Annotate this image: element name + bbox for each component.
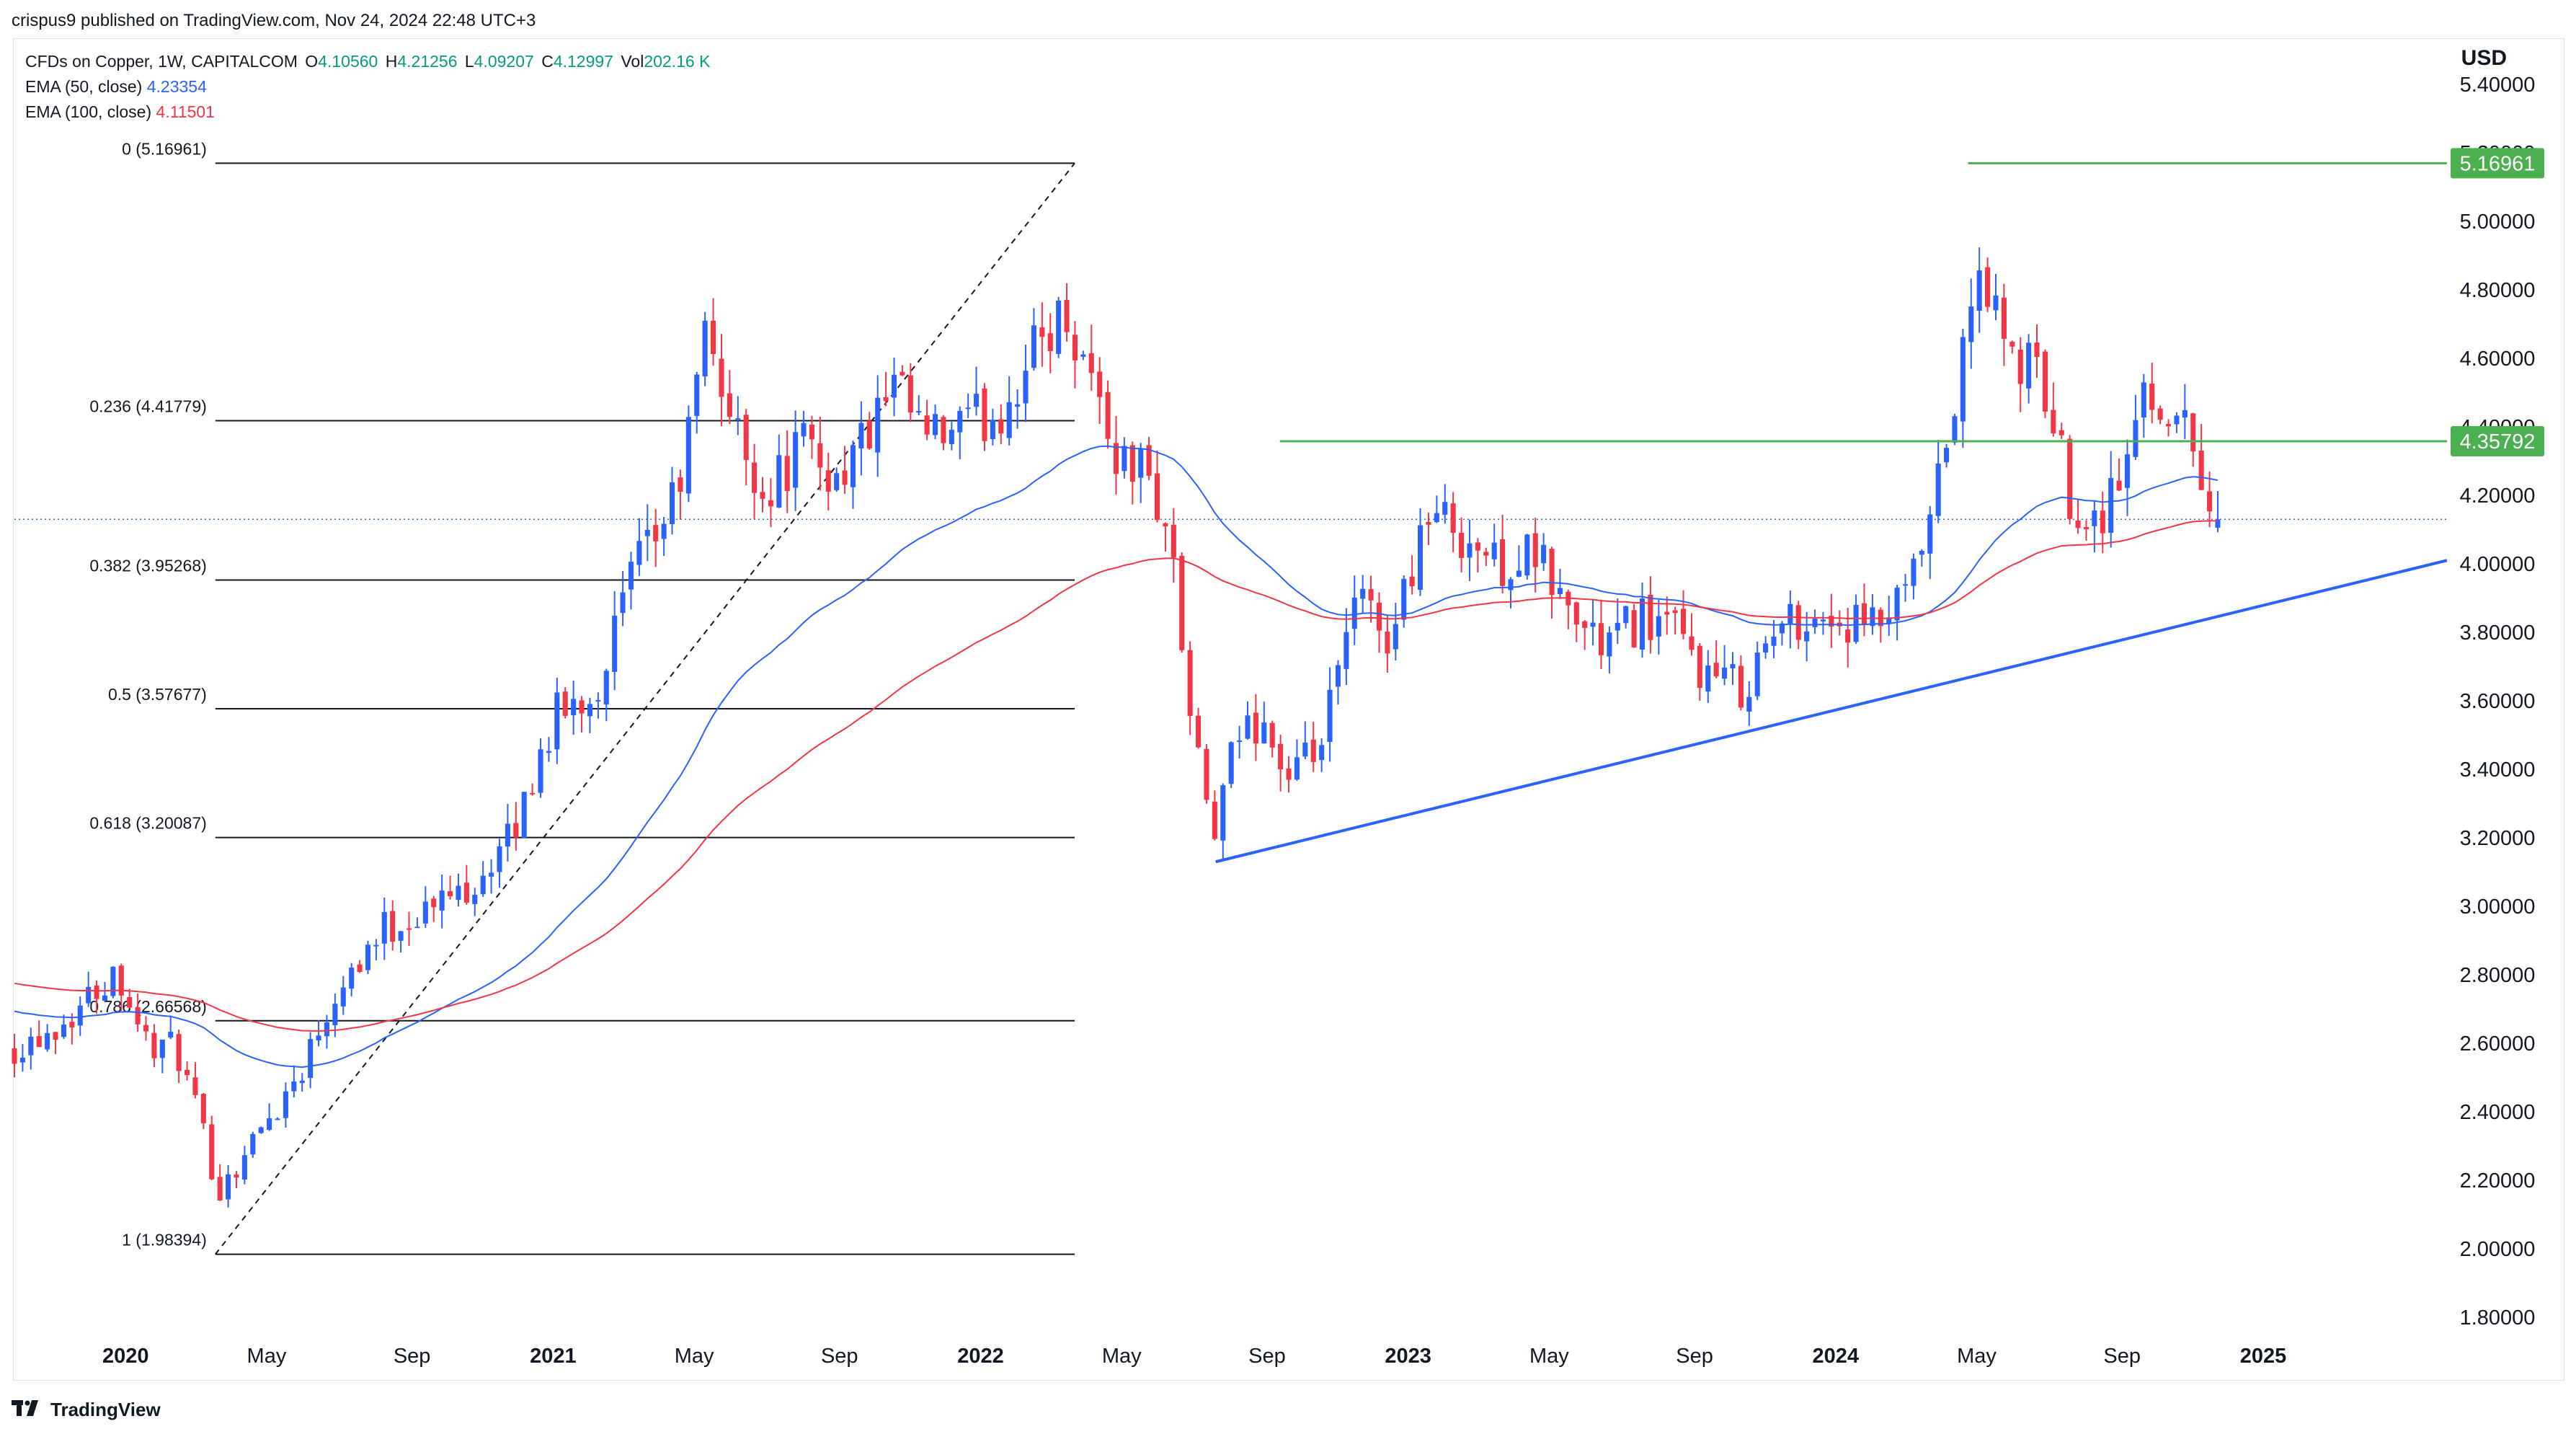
ema100-label[interactable]: EMA (100, close) xyxy=(25,102,152,121)
close-label: C xyxy=(541,52,554,71)
volume-value: 202.16 K xyxy=(644,52,711,71)
tv-mark-icon xyxy=(12,1400,38,1416)
low-value: 4.09207 xyxy=(474,52,534,71)
volume-label: Vol xyxy=(621,52,644,71)
ema50-value: 4.23354 xyxy=(146,77,207,96)
open-label: O xyxy=(305,52,319,71)
high-label: H xyxy=(385,52,398,71)
symbol-row[interactable]: CFDs on Copper, 1W, CAPITALCOM O4.10560 … xyxy=(25,49,710,74)
ema100-row[interactable]: EMA (100, close) 4.11501 xyxy=(25,99,710,125)
ema100-value: 4.11501 xyxy=(156,102,215,121)
publish-banner: crispus9 published on TradingView.com, N… xyxy=(12,11,536,30)
open-value: 4.10560 xyxy=(318,52,378,71)
tradingview-logo-icon xyxy=(12,1398,43,1421)
footer: TradingView xyxy=(12,1394,161,1425)
currency-label[interactable]: USD xyxy=(2461,46,2507,70)
ema50-label[interactable]: EMA (50, close) xyxy=(25,77,143,96)
symbol-title[interactable]: CFDs on Copper, 1W, CAPITALCOM xyxy=(25,52,298,71)
close-value: 4.12997 xyxy=(553,52,613,71)
high-value: 4.21256 xyxy=(397,52,458,71)
footer-brand[interactable]: TradingView xyxy=(50,1398,161,1420)
chart-frame[interactable] xyxy=(13,38,2564,1381)
chart-legend: CFDs on Copper, 1W, CAPITALCOM O4.10560 … xyxy=(25,49,710,125)
low-label: L xyxy=(464,52,474,71)
ema50-row[interactable]: EMA (50, close) 4.23354 xyxy=(25,74,710,99)
